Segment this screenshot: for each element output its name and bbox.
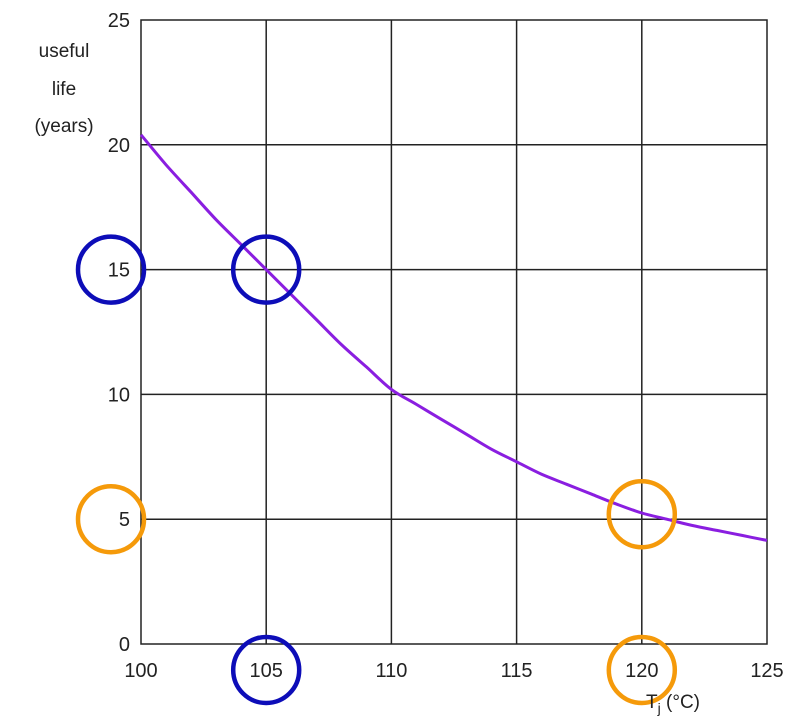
x-tick-label: 110 <box>375 660 407 682</box>
x-axis-label-main: T <box>646 692 658 713</box>
y-tick-label: 5 <box>119 509 130 531</box>
y-tick-label: 10 <box>108 384 130 406</box>
highlight-markers <box>75 234 678 706</box>
x-axis-label-subscript: j <box>657 700 661 716</box>
y-tick-label: 25 <box>108 10 130 32</box>
highlight-circle <box>606 634 678 706</box>
y-axis-label-line-1: useful <box>39 41 90 62</box>
x-tick-label: 115 <box>501 660 533 682</box>
plot-frame <box>140 19 768 645</box>
y-axis-label-line-3: (years) <box>34 116 93 137</box>
y-axis-label-line-2: life <box>52 79 76 100</box>
x-tick-label: 125 <box>750 660 783 682</box>
y-tick-label: 0 <box>119 634 130 656</box>
highlight-circle <box>606 478 678 550</box>
x-tick-label: 100 <box>124 660 157 682</box>
grid <box>141 20 767 644</box>
useful-life-curve <box>139 133 768 542</box>
highlight-circle <box>230 634 302 706</box>
highlight-circle <box>75 483 147 555</box>
y-tick-label: 20 <box>108 135 130 157</box>
highlight-circle <box>230 234 302 305</box>
x-tick-label: 120 <box>625 660 658 682</box>
x-tick-label: 105 <box>250 660 283 682</box>
x-axis-label: Tj (°C) <box>646 692 700 716</box>
y-tick-label: 15 <box>108 260 130 282</box>
tick-labels: 0 5 10 15 20 25 100 105 110 115 120 125 <box>108 10 784 682</box>
highlight-circle <box>75 234 147 305</box>
x-axis-label-unit: (°C) <box>661 692 700 713</box>
